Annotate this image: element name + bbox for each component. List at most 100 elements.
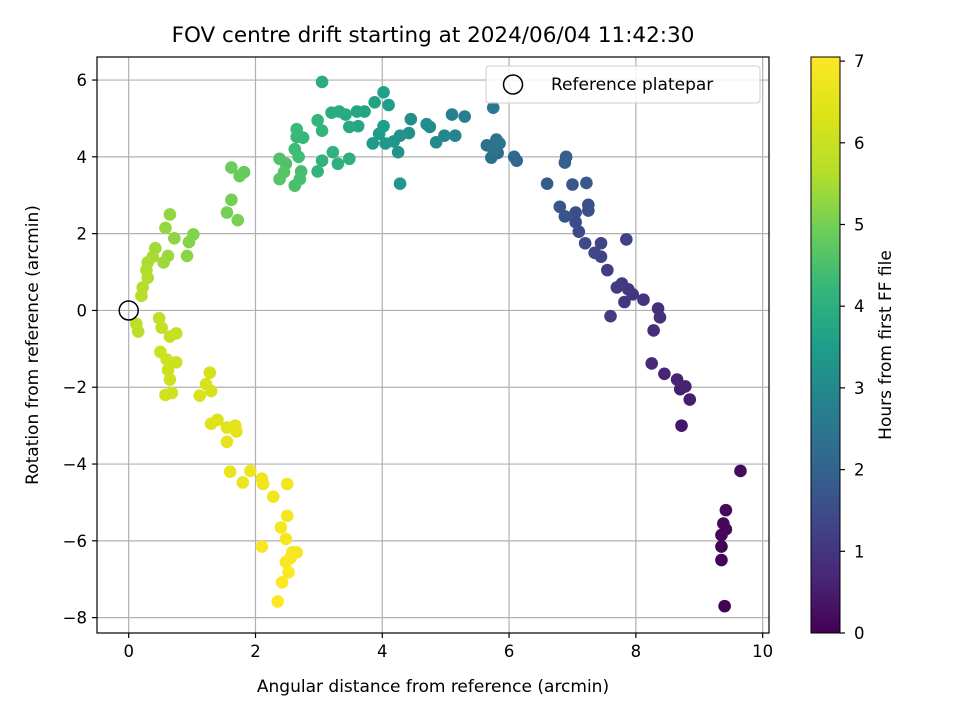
data-point — [288, 179, 302, 192]
data-point — [273, 152, 286, 166]
data-point — [255, 540, 269, 553]
data-point — [315, 75, 329, 89]
data-point — [350, 105, 364, 118]
data-point — [236, 476, 250, 489]
data-point — [377, 86, 390, 99]
data-point — [658, 367, 671, 381]
data-point — [331, 157, 345, 171]
colorbar-tick-label: 3 — [854, 379, 865, 398]
data-point — [734, 464, 747, 478]
data-point — [448, 129, 462, 143]
data-point — [578, 236, 592, 250]
data-point — [580, 176, 593, 190]
data-point — [131, 325, 145, 338]
data-point — [165, 386, 179, 400]
y-tick-label: 4 — [77, 148, 88, 167]
data-point — [315, 154, 329, 167]
legend-label: Reference platepar — [551, 75, 713, 95]
data-point — [161, 363, 175, 377]
data-point — [429, 135, 443, 149]
data-point — [420, 117, 433, 131]
data-point — [225, 161, 238, 174]
colorbar-gradient — [810, 56, 841, 634]
data-point — [715, 553, 728, 567]
data-point — [230, 425, 243, 438]
y-tick-label: −8 — [63, 609, 87, 628]
data-point — [279, 555, 293, 569]
x-axis-label: Angular distance from reference (arcmin) — [257, 677, 609, 697]
data-point — [377, 119, 390, 133]
data-point — [204, 384, 218, 398]
data-point — [670, 373, 684, 386]
data-point — [311, 114, 324, 127]
data-point — [553, 200, 567, 214]
y-tick-label: 6 — [77, 71, 88, 90]
data-point — [637, 293, 650, 306]
data-point — [647, 324, 660, 337]
data-point — [326, 145, 340, 159]
x-tick-label: 0 — [123, 642, 134, 661]
data-point — [445, 108, 459, 121]
data-point — [280, 509, 294, 523]
colorbar-tick-label: 0 — [854, 624, 865, 643]
data-point — [651, 302, 665, 315]
colorbar-tick-label: 5 — [854, 215, 865, 234]
data-point — [225, 193, 238, 207]
colorbar-tick-label: 1 — [854, 542, 865, 561]
data-point — [220, 206, 234, 219]
colorbar-tick-label: 7 — [854, 52, 865, 71]
colorbar-tick-label: 2 — [854, 461, 865, 480]
data-point — [507, 150, 521, 164]
data-point — [719, 503, 733, 517]
data-point — [231, 213, 245, 227]
data-point — [233, 169, 246, 183]
data-point — [182, 235, 196, 249]
plot-frame — [96, 56, 770, 634]
data-point — [168, 231, 181, 245]
data-point — [279, 532, 293, 546]
data-point — [256, 477, 270, 491]
data-point — [588, 246, 601, 260]
data-point — [152, 311, 166, 325]
data-point — [717, 517, 730, 530]
data-point — [163, 373, 177, 386]
data-point — [382, 98, 395, 112]
data-point — [290, 122, 303, 136]
data-point — [493, 137, 506, 150]
data-point — [645, 357, 659, 370]
colorbar-ticks: 0 1 2 3 4 5 6 7 — [840, 52, 865, 643]
data-point — [292, 150, 305, 164]
data-point — [157, 256, 170, 269]
data-point — [594, 236, 608, 250]
data-point — [244, 464, 257, 478]
legend-box — [485, 65, 761, 104]
data-point — [220, 435, 234, 449]
data-point — [610, 281, 624, 294]
axis-ticks: 0 2 4 6 8 10 −8 −6 −4 −2 0 2 4 6 — [63, 71, 773, 661]
data-point — [368, 96, 381, 109]
data-point — [204, 417, 218, 431]
data-point — [540, 177, 554, 191]
y-axis-label: Rotation from reference (arcmin) — [23, 205, 43, 485]
data-point — [266, 490, 280, 503]
data-point — [604, 309, 617, 323]
data-point — [559, 150, 573, 164]
data-point — [569, 215, 582, 229]
data-point — [160, 353, 174, 366]
data-point — [325, 106, 338, 119]
data-point — [393, 177, 407, 191]
data-point — [311, 165, 324, 178]
data-point — [718, 599, 731, 613]
colorbar-tick-label: 4 — [854, 297, 865, 316]
data-point — [271, 595, 284, 608]
legend-marker-circle — [502, 74, 524, 95]
colorbar-label: Hours from first FF file — [876, 250, 896, 440]
data-point — [569, 206, 582, 219]
data-point — [193, 389, 207, 402]
data-point — [280, 477, 294, 491]
data-point — [679, 380, 692, 393]
data-point — [159, 221, 172, 235]
data-point — [582, 198, 595, 212]
y-tick-label: −4 — [63, 455, 87, 474]
